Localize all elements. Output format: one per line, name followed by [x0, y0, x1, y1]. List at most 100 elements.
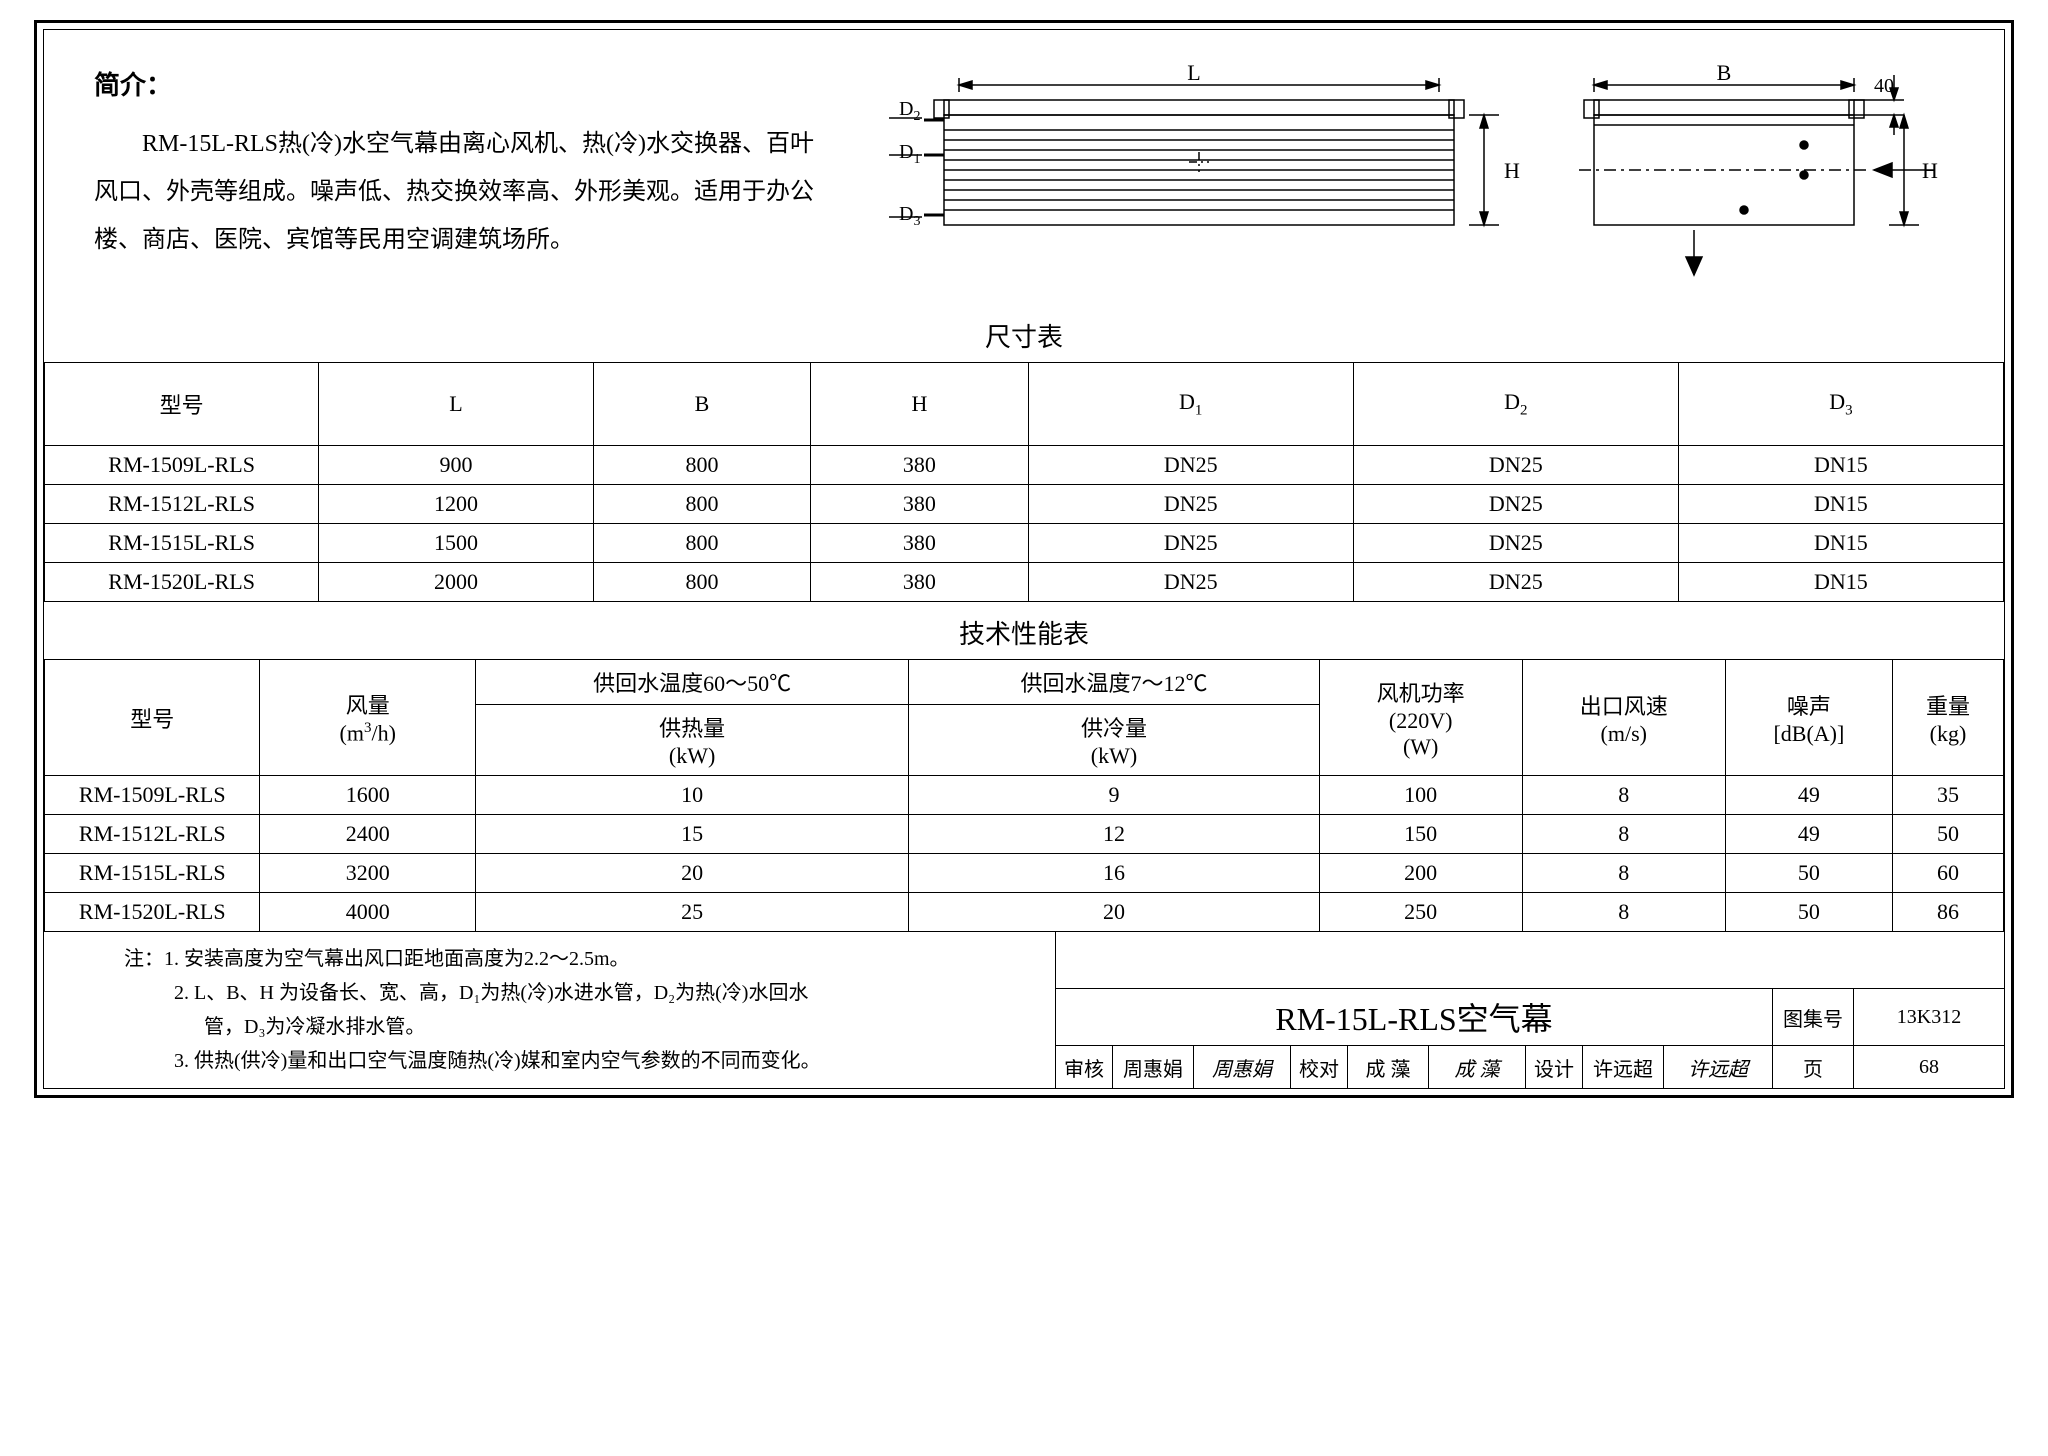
table-row: RM-1509L-RLS900800380DN25DN25DN15 — [45, 446, 2004, 485]
table-cell: 60 — [1892, 854, 2003, 893]
intro-block: 简介： RM-15L-RLS热(冷)水空气幕由离心风机、热(冷)水交换器、百叶风… — [94, 60, 814, 295]
inner-frame: 简介： RM-15L-RLS热(冷)水空气幕由离心风机、热(冷)水交换器、百叶风… — [43, 29, 2005, 1089]
table-cell: 1600 — [260, 776, 475, 815]
dim-col-B: B — [593, 363, 810, 446]
svg-text:D1: D1 — [899, 141, 920, 167]
table-cell: RM-1509L-RLS — [45, 446, 319, 485]
table-cell: 20 — [475, 854, 908, 893]
page-no: 68 — [1854, 1046, 2004, 1088]
perf-table-title: 技术性能表 — [44, 602, 2004, 659]
table-row: RM-1512L-RLS2400151215084950 — [45, 815, 2004, 854]
perf-col-fanpower: 风机功率 (220V) (W) — [1319, 660, 1522, 776]
table-cell: 2000 — [319, 563, 593, 602]
table-cell: 380 — [811, 446, 1028, 485]
table-cell: 800 — [593, 524, 810, 563]
svg-text:D2: D2 — [899, 98, 920, 124]
table-cell: 1200 — [319, 485, 593, 524]
table-cell: DN25 — [1028, 563, 1353, 602]
atlas-label: 图集号 — [1773, 989, 1854, 1045]
table-cell: RM-1515L-RLS — [45, 854, 260, 893]
notes-block: 注：1. 安装高度为空气幕出风口距地面高度为2.2～2.5m。 2. L、B、H… — [44, 932, 1055, 1088]
perf-col-cold-temp: 供回水温度7～12℃ — [909, 660, 1319, 705]
table-cell: 250 — [1319, 893, 1522, 932]
atlas-no: 13K312 — [1854, 989, 2004, 1045]
table-cell: 49 — [1725, 776, 1892, 815]
check-name: 周惠娟 — [1113, 1046, 1194, 1088]
table-cell: 10 — [475, 776, 908, 815]
table-cell: 8 — [1522, 815, 1725, 854]
table-cell: 8 — [1522, 893, 1725, 932]
perf-col-hotcap: 供热量 (kW) — [475, 705, 908, 776]
table-cell: DN15 — [1678, 485, 2003, 524]
dim-col-D1: D1 — [1028, 363, 1353, 446]
table-cell: 100 — [1319, 776, 1522, 815]
table-cell: DN25 — [1028, 524, 1353, 563]
table-cell: 86 — [1892, 893, 2003, 932]
table-row: RM-1509L-RLS160010910084935 — [45, 776, 2004, 815]
table-cell: DN25 — [1353, 563, 1678, 602]
note-2: 2. L、B、H 为设备长、宽、高，D₁为热(冷)水进水管，D₂为热(冷)水回水 — [124, 976, 1035, 1010]
drawing-sheet: 简介： RM-15L-RLS热(冷)水空气幕由离心风机、热(冷)水交换器、百叶风… — [34, 20, 2014, 1098]
svg-text:D3: D3 — [899, 203, 920, 229]
table-cell: DN15 — [1678, 446, 2003, 485]
table-cell: RM-1515L-RLS — [45, 524, 319, 563]
dim-col-H: H — [811, 363, 1028, 446]
dim-L-label: L — [1187, 60, 1200, 85]
table-cell: 380 — [811, 485, 1028, 524]
perf-col-hot-temp: 供回水温度60～50℃ — [475, 660, 908, 705]
dim-col-D3: D3 — [1678, 363, 2003, 446]
proof-label: 校对 — [1291, 1046, 1348, 1088]
title-block: RM-15L-RLS空气幕 图集号 13K312 审核 周惠娟 周惠娟 校对 成… — [1055, 932, 2004, 1088]
table-cell: DN25 — [1353, 524, 1678, 563]
table-cell: 50 — [1725, 854, 1892, 893]
proof-name: 成 藻 — [1348, 1046, 1429, 1088]
table-cell: 9 — [909, 776, 1319, 815]
note-1: 注：1. 安装高度为空气幕出风口距地面高度为2.2～2.5m。 — [124, 942, 1035, 976]
note-2b: 管，D₃为冷凝水排水管。 — [124, 1010, 1035, 1044]
table-cell: 200 — [1319, 854, 1522, 893]
table-cell: 3200 — [260, 854, 475, 893]
table-cell: 50 — [1725, 893, 1892, 932]
table-cell: 380 — [811, 524, 1028, 563]
device-diagram: L — [844, 60, 1964, 290]
dimension-table: 型号 L B H D1 D2 D3 RM-1509L-RLS900800380D… — [44, 362, 2004, 602]
table-cell: DN25 — [1353, 485, 1678, 524]
table-cell: 25 — [475, 893, 908, 932]
table-cell: DN15 — [1678, 524, 2003, 563]
check-sign: 周惠娟 — [1194, 1046, 1291, 1088]
table-cell: RM-1520L-RLS — [45, 563, 319, 602]
table-cell: RM-1512L-RLS — [45, 485, 319, 524]
perf-col-coldcap: 供冷量 (kW) — [909, 705, 1319, 776]
design-name: 许远超 — [1583, 1046, 1664, 1088]
dim-40: 40 — [1874, 75, 1894, 97]
table-cell: 8 — [1522, 854, 1725, 893]
table-cell: 15 — [475, 815, 908, 854]
table-cell: DN25 — [1028, 446, 1353, 485]
table-cell: 380 — [811, 563, 1028, 602]
dim-table-title: 尺寸表 — [44, 305, 2004, 362]
page-label: 页 — [1773, 1046, 1854, 1088]
drawing-title: RM-15L-RLS空气幕 — [1056, 989, 1773, 1045]
table-cell: 150 — [1319, 815, 1522, 854]
performance-table: 型号 风量(m3/h) 供回水温度60～50℃ 供回水温度7～12℃ 风机功率 … — [44, 659, 2004, 932]
table-cell: 8 — [1522, 776, 1725, 815]
table-cell: 800 — [593, 485, 810, 524]
table-row: RM-1520L-RLS4000252025085086 — [45, 893, 2004, 932]
note-3: 3. 供热(供冷)量和出口空气温度随热(冷)媒和室内空气参数的不同而变化。 — [124, 1044, 1035, 1078]
table-cell: DN25 — [1028, 485, 1353, 524]
dim-col-L: L — [319, 363, 593, 446]
table-cell: 12 — [909, 815, 1319, 854]
table-cell: 16 — [909, 854, 1319, 893]
table-cell: RM-1509L-RLS — [45, 776, 260, 815]
proof-sign: 成 藻 — [1429, 1046, 1526, 1088]
perf-col-weight: 重量 (kg) — [1892, 660, 2003, 776]
dim-col-model: 型号 — [45, 363, 319, 446]
design-label: 设计 — [1526, 1046, 1583, 1088]
dim-B-label: B — [1717, 60, 1732, 85]
table-cell: 2400 — [260, 815, 475, 854]
table-cell: 900 — [319, 446, 593, 485]
intro-text: RM-15L-RLS热(冷)水空气幕由离心风机、热(冷)水交换器、百叶风口、外壳… — [94, 120, 814, 264]
table-cell: 800 — [593, 446, 810, 485]
notes-row: 注：1. 安装高度为空气幕出风口距地面高度为2.2～2.5m。 2. L、B、H… — [44, 932, 2004, 1088]
table-row: RM-1515L-RLS3200201620085060 — [45, 854, 2004, 893]
